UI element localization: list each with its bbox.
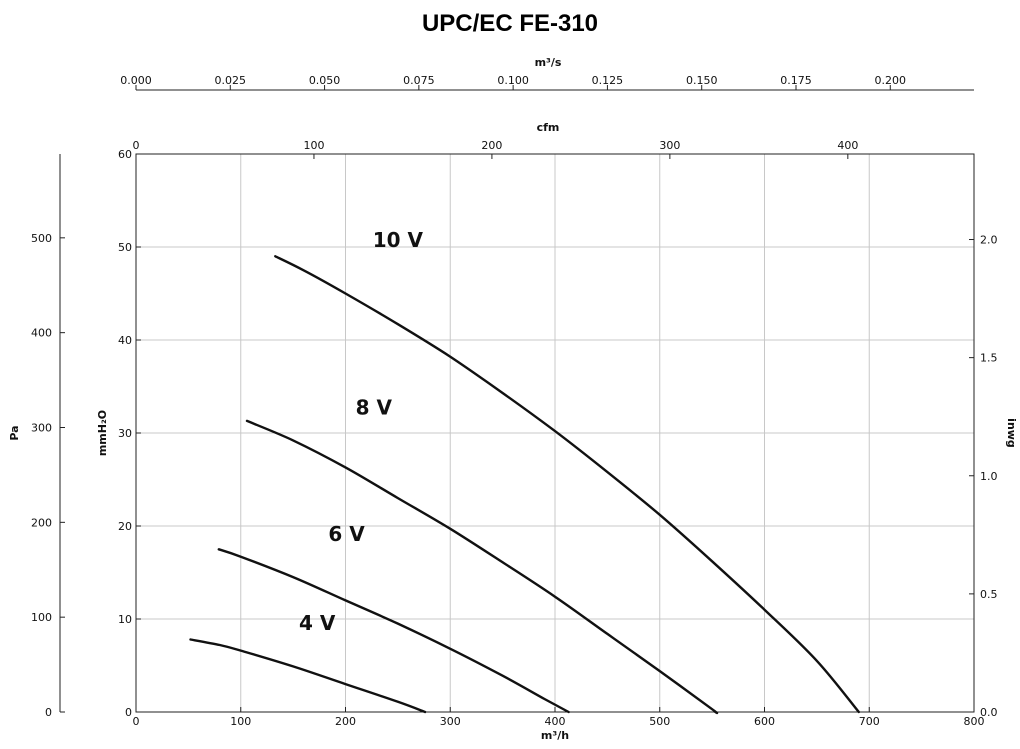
ms-tick-label-1: 0.025 bbox=[215, 74, 247, 87]
inwg-tick-label-4: 2.0 bbox=[980, 234, 998, 247]
ms-tick-label-2: 0.050 bbox=[309, 74, 341, 87]
ms-tick-label-0: 0.000 bbox=[120, 74, 152, 87]
inwg-tick-label-0: 0.0 bbox=[980, 706, 998, 719]
ms-tick-label-4: 0.100 bbox=[497, 74, 529, 87]
y-tick-label-20: 20 bbox=[118, 520, 132, 533]
pa-tick-label-0: 0 bbox=[45, 706, 52, 719]
series-line-6v bbox=[217, 548, 570, 714]
y-tick-label-60: 60 bbox=[118, 148, 132, 161]
cfm-tick-label-100: 100 bbox=[303, 139, 324, 152]
series-label-10v: 10 V bbox=[373, 228, 424, 252]
series-label-6v: 6 V bbox=[328, 522, 365, 546]
pa-axis-label: Pa bbox=[8, 425, 21, 440]
series-line-4v bbox=[189, 638, 427, 714]
x-tick-label-800: 800 bbox=[964, 715, 985, 728]
x-axis-label: m³/h bbox=[541, 729, 569, 742]
series-line-8v bbox=[245, 419, 719, 715]
x-tick-label-500: 500 bbox=[649, 715, 670, 728]
inwg-tick-label-2: 1.0 bbox=[980, 470, 998, 483]
pa-tick-label-400: 400 bbox=[31, 327, 52, 340]
y-tick-label-30: 30 bbox=[118, 427, 132, 440]
cfm-tick-label-300: 300 bbox=[659, 139, 680, 152]
series-label-4v: 4 V bbox=[299, 611, 336, 635]
y-axis-label: mmH₂O bbox=[96, 410, 109, 456]
inwg-tick-label-3: 1.5 bbox=[980, 352, 998, 365]
inwg-axis-label: inwg bbox=[1005, 418, 1018, 448]
cfm-axis-label: cfm bbox=[537, 121, 560, 134]
x-tick-label-700: 700 bbox=[859, 715, 880, 728]
ms-tick-label-5: 0.125 bbox=[592, 74, 624, 87]
y-tick-label-10: 10 bbox=[118, 613, 132, 626]
x-tick-label-600: 600 bbox=[754, 715, 775, 728]
x-tick-label-300: 300 bbox=[440, 715, 461, 728]
inwg-tick-label-1: 0.5 bbox=[980, 588, 998, 601]
cfm-tick-label-400: 400 bbox=[837, 139, 858, 152]
ms-tick-label-7: 0.175 bbox=[780, 74, 812, 87]
pa-tick-label-500: 500 bbox=[31, 232, 52, 245]
series-line-10v bbox=[274, 255, 860, 714]
series-label-8v: 8 V bbox=[356, 395, 393, 419]
y-tick-label-0: 0 bbox=[125, 706, 132, 719]
ms-tick-label-3: 0.075 bbox=[403, 74, 435, 87]
x-tick-label-100: 100 bbox=[230, 715, 251, 728]
cfm-tick-label-0: 0 bbox=[133, 139, 140, 152]
x-tick-label-0: 0 bbox=[133, 715, 140, 728]
chart-title: UPC/EC FE-310 bbox=[421, 10, 599, 37]
ms-tick-label-6: 0.150 bbox=[686, 74, 718, 87]
y-tick-label-40: 40 bbox=[118, 334, 132, 347]
ms-axis-label: m³/s bbox=[535, 56, 562, 69]
cfm-tick-label-200: 200 bbox=[481, 139, 502, 152]
pa-tick-label-100: 100 bbox=[31, 611, 52, 624]
pa-tick-label-300: 300 bbox=[31, 421, 52, 434]
ms-tick-label-8: 0.200 bbox=[875, 74, 907, 87]
pa-tick-label-200: 200 bbox=[31, 516, 52, 529]
x-tick-label-200: 200 bbox=[335, 715, 356, 728]
x-tick-label-400: 400 bbox=[545, 715, 566, 728]
y-tick-label-50: 50 bbox=[118, 241, 132, 254]
